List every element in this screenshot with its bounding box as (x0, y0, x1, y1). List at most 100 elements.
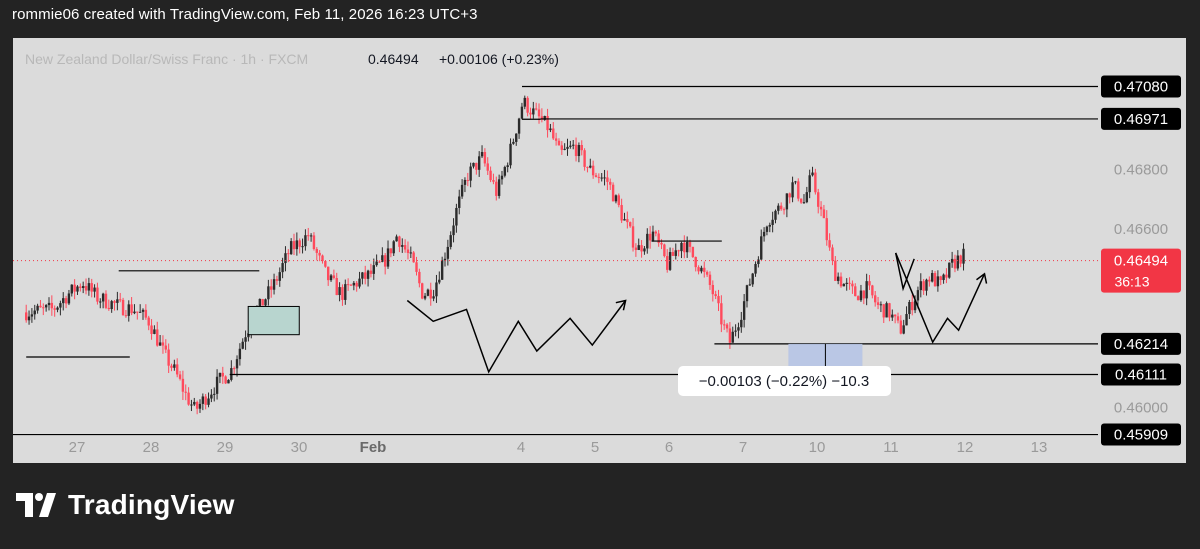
candle (822, 204, 826, 219)
candle-body (708, 274, 712, 285)
price-level-label: 0.46111 (1115, 367, 1167, 384)
candle (586, 166, 589, 173)
candle-body (537, 109, 541, 117)
candle-body (577, 145, 581, 157)
candle-body (563, 148, 566, 150)
candle (532, 101, 535, 119)
candle (289, 238, 293, 255)
candle-body (224, 376, 227, 384)
candle (187, 387, 190, 406)
candle (643, 246, 646, 255)
candle-body (455, 207, 458, 226)
candle (369, 263, 373, 278)
candle-body (523, 97, 526, 107)
candle (150, 319, 153, 340)
candle-body (771, 219, 774, 225)
candle-body (831, 247, 834, 261)
last-price-tag-countdown: 36:13 (1114, 274, 1149, 290)
candle (791, 176, 794, 203)
candle-body (96, 287, 99, 302)
candle-body (677, 250, 680, 252)
candle (663, 243, 666, 258)
candle (486, 157, 489, 175)
candle (418, 268, 421, 288)
candle-body (426, 289, 430, 296)
candle-body (372, 265, 375, 274)
legend-last-price: 0.46494 (368, 51, 419, 67)
x-tick-label: 10 (809, 439, 826, 456)
candle (777, 203, 780, 215)
candle (657, 229, 660, 247)
candle (70, 284, 73, 297)
candle (141, 308, 145, 320)
candle (96, 282, 99, 305)
candle-body (740, 319, 743, 328)
candle-body (193, 401, 196, 405)
candle (560, 141, 564, 155)
candle-body (392, 241, 395, 254)
candle (312, 232, 316, 251)
tradingview-logo[interactable]: TradingView (16, 489, 235, 521)
candle (939, 275, 942, 286)
candle (466, 172, 469, 187)
candle-body (472, 162, 475, 167)
candle (697, 265, 700, 275)
candle (891, 309, 894, 321)
candle (463, 177, 467, 193)
candle (569, 140, 572, 149)
candle-body (703, 267, 706, 272)
candle (668, 247, 672, 271)
candle-body (532, 108, 535, 115)
candle (395, 234, 398, 242)
candle (620, 198, 623, 224)
candle (173, 359, 176, 371)
candle (740, 311, 743, 333)
candle-body (418, 271, 421, 284)
candle-body (643, 248, 646, 252)
candle (928, 276, 931, 287)
candle (848, 277, 851, 290)
candle-body (99, 301, 102, 303)
candle (925, 278, 928, 296)
candle (851, 280, 854, 294)
candle (67, 289, 71, 306)
candle-body (346, 284, 350, 286)
candle (438, 271, 441, 285)
candle (99, 298, 102, 309)
candle-body (403, 245, 407, 250)
candle-body (600, 177, 603, 179)
price-level-tag-bg (1101, 423, 1181, 446)
candle (39, 299, 42, 308)
chart-area[interactable]: −0.00103 (−0.22%) −10.3 0.47080 0.46971 0.… (13, 38, 1186, 463)
candle-body (147, 317, 150, 326)
candle (270, 279, 273, 298)
candle-body (742, 301, 746, 320)
candle-body (401, 245, 404, 247)
last-price-tag: 0.46494 36:13 (1101, 248, 1181, 293)
candle (281, 257, 284, 279)
candle-body (814, 172, 817, 193)
candles-group (25, 95, 965, 415)
candle-body (922, 281, 925, 291)
candle-body (799, 198, 803, 203)
candle-body (583, 150, 586, 167)
candle (882, 303, 885, 324)
candle-body (460, 184, 464, 197)
candle-body (187, 392, 190, 405)
candle (948, 262, 951, 279)
candle-body (326, 266, 330, 281)
candle-body (315, 249, 318, 253)
candle (298, 238, 301, 254)
price-chart[interactable]: −0.00103 (−0.22%) −10.3 0.470800.469710.… (13, 38, 1186, 463)
candle (896, 312, 900, 324)
candle (802, 194, 806, 204)
x-tick-label: 5 (591, 439, 599, 456)
candle (381, 247, 384, 263)
candle-body (423, 295, 427, 299)
candle (184, 384, 187, 401)
candle-body (634, 247, 638, 250)
candle (403, 239, 407, 253)
candle (557, 138, 561, 146)
candle-body (50, 302, 54, 309)
candle (232, 366, 236, 374)
